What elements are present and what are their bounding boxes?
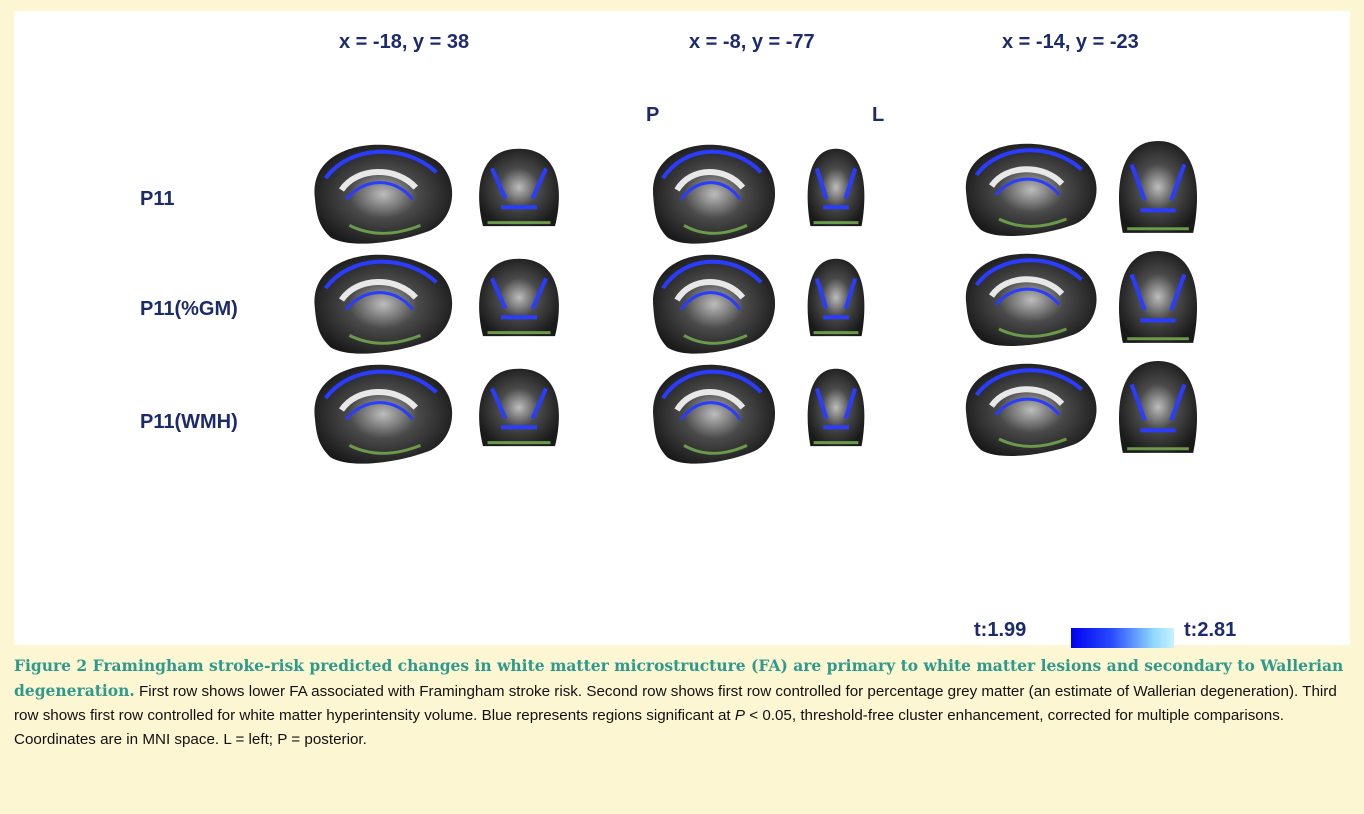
coronal-brain-slice — [1118, 361, 1198, 453]
sagittal-brain-slice — [314, 254, 453, 354]
colorbar-max-label: t:2.81 — [1184, 619, 1237, 641]
sagittal-brain-slice — [314, 364, 453, 464]
colorbar-min-label: t:1.99 — [974, 619, 1027, 641]
coord-label-3: x = -14, y = -23 — [1002, 31, 1139, 53]
caption-text-end: < 0.05, threshold-free cluster enhanceme… — [14, 707, 1285, 748]
row-label-3: P11(WMH) — [140, 411, 238, 433]
row-label-1: P11 — [140, 188, 175, 210]
coronal-brain-slice — [479, 148, 559, 227]
figure-caption: Figure 2 Framingham stroke-risk predicte… — [14, 654, 1350, 752]
sagittal-brain-slice — [965, 363, 1097, 456]
sagittal-brain-slice — [314, 144, 453, 244]
coord-label-2: x = -8, y = -77 — [689, 31, 815, 53]
coronal-brain-slice — [807, 148, 865, 227]
caption-text: First row shows lower FA associated with… — [14, 683, 1337, 724]
coronal-brain-slice — [479, 258, 559, 337]
figure-panel: x = -18, y = 38 x = -8, y = -77 x = -14,… — [14, 11, 1350, 648]
coord-label-1: x = -18, y = 38 — [339, 31, 470, 53]
colorbar — [1071, 628, 1174, 648]
sagittal-brain-slice — [965, 143, 1097, 236]
coronal-brain-slice — [807, 368, 865, 447]
caption-p-symbol: P — [734, 707, 746, 724]
orientation-left: L — [872, 104, 885, 126]
sagittal-brain-slice — [653, 254, 776, 354]
caption-title: Figure 2 Framingham stroke-risk predicte… — [14, 656, 1344, 700]
coronal-brain-slice — [807, 258, 865, 337]
orientation-posterior: P — [646, 104, 660, 126]
coronal-brain-slice — [1118, 141, 1198, 233]
coronal-brain-slice — [1118, 251, 1198, 343]
sagittal-brain-slice — [653, 144, 776, 244]
sagittal-brain-slice — [653, 364, 776, 464]
sagittal-brain-slice — [965, 253, 1097, 346]
coronal-brain-slice — [479, 368, 559, 447]
row-label-2: P11(%GM) — [140, 298, 238, 320]
